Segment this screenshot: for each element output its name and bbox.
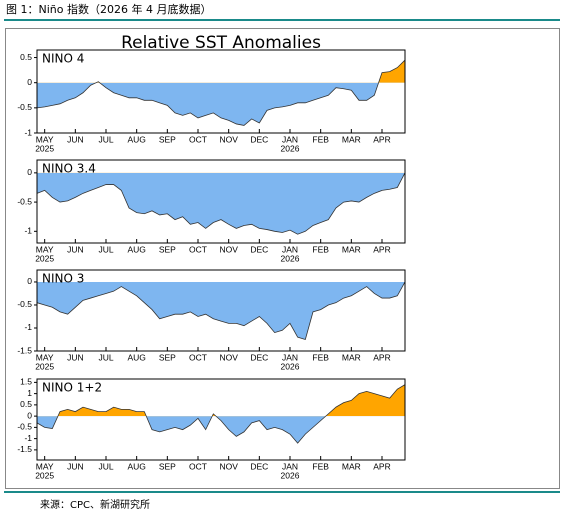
- negative-area: [37, 172, 405, 235]
- y-tick-label: 1.5: [20, 377, 32, 387]
- anomaly-line: [36, 384, 406, 444]
- plot-frame: [36, 49, 406, 134]
- y-tick-label: -0.5: [17, 422, 32, 432]
- y-tick-label: -1.5: [17, 345, 32, 355]
- x-tick-label: MAY: [36, 352, 54, 362]
- x-tick-label: SEP: [159, 461, 176, 471]
- chart-title: Relative SST Anomalies: [121, 33, 321, 53]
- y-tick-label: -0.5: [17, 102, 32, 112]
- panel-label: NINO 4: [42, 52, 84, 66]
- x-tick-label: JAN: [282, 352, 298, 362]
- x-tick-label: JAN: [282, 134, 298, 144]
- year-label: 2026: [281, 470, 300, 480]
- y-tick-label: -0.5: [17, 196, 32, 206]
- x-tick-label: MAY: [36, 244, 54, 254]
- x-tick-label: AUG: [127, 244, 145, 254]
- x-tick-label: MAR: [342, 244, 361, 254]
- x-tick-label: JAN: [282, 461, 298, 471]
- plot-frame: [36, 378, 406, 461]
- x-tick-label: JAN: [282, 244, 298, 254]
- x-tick-label: APR: [373, 352, 390, 362]
- negative-area: [37, 416, 405, 444]
- panel-label: NINO 1+2: [42, 381, 102, 395]
- x-tick-label: MAY: [36, 134, 54, 144]
- panel-label: NINO 3: [42, 272, 84, 286]
- x-tick-label: JUL: [98, 461, 113, 471]
- y-tick-label: 0: [27, 276, 32, 286]
- x-tick-label: JUL: [98, 134, 113, 144]
- plot-frame: [36, 159, 406, 244]
- figure-header: 图 1：Niño 指数（2026 年 4 月底数据）: [6, 2, 211, 16]
- panel-label: NINO 3.4: [42, 162, 96, 176]
- y-tick-label: 0: [27, 167, 32, 177]
- x-tick-label: FEB: [312, 134, 329, 144]
- x-tick-label: SEP: [159, 134, 176, 144]
- x-tick-label: OCT: [189, 461, 207, 471]
- x-tick-label: OCT: [189, 352, 207, 362]
- x-tick-label: APR: [373, 461, 390, 471]
- x-tick-label: DEC: [250, 352, 268, 362]
- y-tick-label: -1: [24, 433, 32, 443]
- x-tick-label: JUL: [98, 352, 113, 362]
- y-tick-label: 0.5: [20, 52, 32, 62]
- negative-area: [37, 82, 405, 126]
- anomaly-line: [36, 281, 406, 340]
- x-tick-label: DEC: [250, 244, 268, 254]
- chart-frame: [5, 28, 560, 489]
- x-tick-label: NOV: [219, 134, 238, 144]
- y-tick-label: -0.5: [17, 299, 32, 309]
- source-note: 来源：CPC、新湖研究所: [40, 498, 150, 511]
- x-tick-label: APR: [373, 134, 390, 144]
- x-tick-label: AUG: [127, 352, 145, 362]
- y-tick-label: 0: [27, 410, 32, 420]
- x-tick-label: FEB: [312, 352, 329, 362]
- x-tick-label: APR: [373, 244, 390, 254]
- plot-frame: [36, 269, 406, 352]
- x-tick-label: OCT: [189, 244, 207, 254]
- x-tick-label: MAR: [342, 461, 361, 471]
- year-label: 2025: [35, 361, 54, 371]
- year-label: 2025: [35, 253, 54, 263]
- year-label: 2025: [35, 143, 54, 153]
- x-tick-label: NOV: [219, 461, 238, 471]
- anomaly-line: [36, 59, 406, 126]
- x-tick-label: FEB: [312, 461, 329, 471]
- y-tick-label: 0: [27, 77, 32, 87]
- negative-area: [37, 281, 405, 340]
- x-tick-label: JUN: [67, 244, 84, 254]
- x-tick-label: JUN: [67, 461, 84, 471]
- y-tick-label: 0.5: [20, 399, 32, 409]
- year-label: 2026: [281, 361, 300, 371]
- x-tick-label: MAR: [342, 134, 361, 144]
- x-tick-label: DEC: [250, 461, 268, 471]
- x-tick-label: OCT: [189, 134, 207, 144]
- x-tick-label: SEP: [159, 352, 176, 362]
- positive-area: [37, 384, 405, 417]
- year-label: 2026: [281, 253, 300, 263]
- y-tick-label: 1: [27, 388, 32, 398]
- x-tick-label: SEP: [159, 244, 176, 254]
- x-tick-label: AUG: [127, 134, 145, 144]
- x-tick-label: JUL: [98, 244, 113, 254]
- x-tick-label: NOV: [219, 244, 238, 254]
- y-tick-label: -1.5: [17, 444, 32, 454]
- x-tick-label: NOV: [219, 352, 238, 362]
- year-label: 2025: [35, 470, 54, 480]
- x-tick-label: MAR: [342, 352, 361, 362]
- x-tick-label: DEC: [250, 134, 268, 144]
- x-tick-label: MAY: [36, 461, 54, 471]
- y-tick-label: -1: [24, 127, 32, 137]
- y-tick-label: -1: [24, 226, 32, 236]
- y-tick-label: -1: [24, 322, 32, 332]
- x-tick-label: AUG: [127, 461, 145, 471]
- x-tick-label: FEB: [312, 244, 329, 254]
- x-tick-label: JUN: [67, 134, 84, 144]
- anomaly-line: [36, 172, 406, 235]
- x-tick-label: JUN: [67, 352, 84, 362]
- year-label: 2026: [281, 143, 300, 153]
